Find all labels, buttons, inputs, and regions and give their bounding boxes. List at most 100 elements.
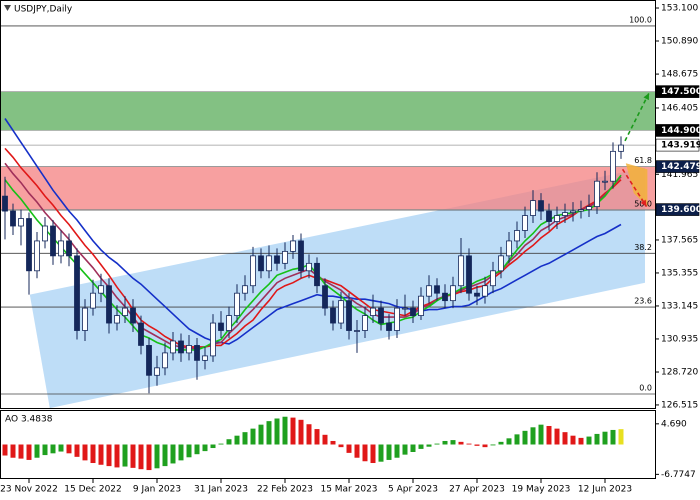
ao-bar (234, 435, 240, 445)
ao-bar (386, 444, 392, 460)
ao-bar (418, 444, 424, 449)
level-box (655, 138, 700, 152)
x-tick-label: 9 Jan 2023 (133, 485, 181, 495)
ao-bar (226, 439, 232, 445)
candle-body (242, 285, 248, 294)
ao-bar (170, 444, 176, 464)
ao-bar (594, 433, 600, 445)
moving-average (4, 147, 622, 348)
x-tick-label: 12 Jun 2023 (578, 485, 632, 495)
ao-title: AO 3.4838 (5, 415, 53, 425)
ao-bar (394, 444, 400, 458)
price-frame (0, 0, 656, 409)
forecast-highlight (625, 163, 648, 207)
ao-bar (18, 444, 24, 459)
candle-body (602, 180, 608, 183)
candle-body (314, 262, 320, 287)
level-label: 144.900 (661, 126, 700, 136)
candle-body (594, 180, 600, 207)
candle-body (354, 330, 360, 332)
y-tick-label: 126.515 (661, 400, 698, 410)
candle-body (554, 215, 560, 222)
x-tick-label: 5 Apr 2023 (388, 485, 438, 495)
candle-body (274, 255, 280, 264)
y-tick-label: 128.720 (661, 368, 698, 378)
ao-bar (74, 444, 80, 457)
ao-bar (522, 430, 528, 445)
candle-body (618, 144, 624, 152)
ao-bar (290, 417, 296, 445)
ao-bar (282, 416, 288, 445)
candle-body (74, 255, 80, 331)
ao-bar (154, 444, 160, 469)
candle-body (106, 285, 112, 324)
ao-panel (2, 416, 624, 471)
forecast-arrowhead (643, 93, 649, 101)
ao-bar (474, 444, 480, 446)
fibo-label: 61.8 (634, 156, 652, 165)
candle-body (426, 285, 432, 297)
ao-bar (562, 432, 568, 445)
fibo-label: 23.6 (634, 297, 652, 306)
candle-body (266, 255, 272, 272)
candle-body (458, 255, 464, 287)
candle-body (66, 240, 72, 257)
candle-body (58, 240, 64, 257)
x-tick-label: 23 Nov 2022 (0, 485, 58, 495)
candle-body (538, 200, 544, 212)
candle-body (306, 262, 312, 272)
y-tick-label: 148.675 (661, 70, 698, 80)
candle-body (402, 307, 408, 310)
ao-frame (0, 410, 656, 479)
candle-body (2, 195, 8, 212)
ao-bar (130, 444, 136, 468)
ao-bar (482, 444, 488, 448)
ao-bar (314, 429, 320, 445)
candle-body (378, 307, 384, 324)
ao-bar (362, 444, 368, 462)
ao-bar (322, 434, 328, 445)
price-zone (0, 166, 655, 210)
ao-bar (162, 444, 168, 467)
fibo-label: 0.0 (639, 383, 652, 392)
x-tick-label: 15 Mar 2023 (320, 485, 377, 495)
candle-body (578, 209, 584, 212)
level-label: 147.500 (661, 87, 700, 97)
ao-bar (306, 424, 312, 445)
level-box (655, 85, 700, 98)
ao-bar (570, 435, 576, 445)
ao-bar (258, 424, 264, 445)
ao-bar (50, 444, 56, 454)
ao-bar (210, 444, 216, 449)
candle-body (370, 307, 376, 316)
ao-bar (66, 444, 72, 454)
y-tick-label: 130.935 (661, 334, 698, 344)
ao-bar (58, 444, 64, 452)
ao-bar (122, 444, 128, 467)
candle-body (202, 355, 208, 361)
ao-bar (506, 438, 512, 445)
candle-body (570, 210, 576, 213)
candle-body (10, 210, 16, 227)
moving-average (4, 118, 622, 345)
candle-body (442, 292, 448, 302)
ao-bar (178, 444, 184, 461)
candle-body (34, 240, 40, 272)
candle-body (138, 322, 144, 346)
ao-bar (442, 440, 448, 445)
forecast-arrowhead (640, 199, 647, 207)
ao-bar (466, 443, 472, 445)
ao-bar (242, 432, 248, 445)
candle-body (410, 307, 416, 316)
candle-body (234, 292, 240, 316)
y-tick-label: 141.965 (661, 170, 698, 180)
candle-body (338, 300, 344, 324)
candle-body (610, 150, 616, 182)
candle-body (226, 315, 232, 331)
ao-bar (490, 444, 496, 446)
ao-bar (114, 444, 120, 468)
candle-body (298, 240, 304, 272)
candle-body (290, 240, 296, 252)
ao-bar (458, 441, 464, 445)
y-tick-label: 146.405 (661, 103, 698, 113)
